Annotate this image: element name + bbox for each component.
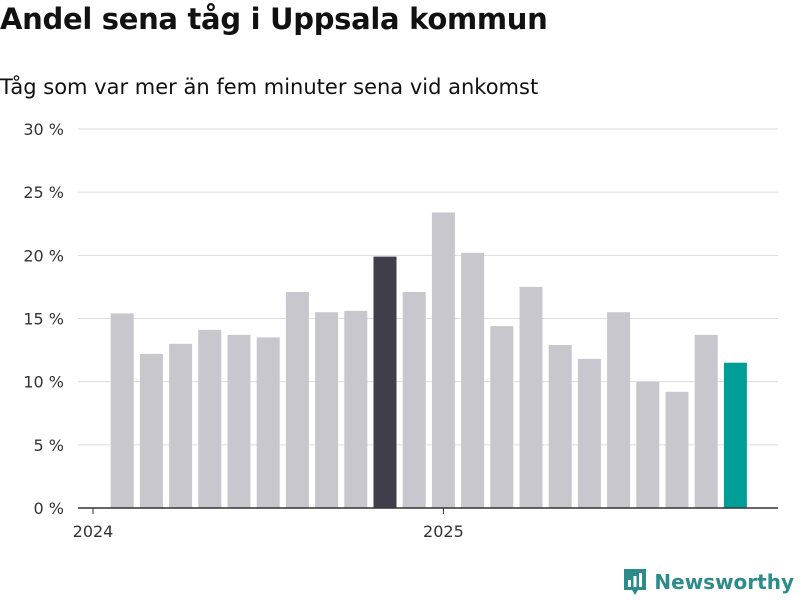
bar-2025-09 — [665, 391, 689, 508]
newsworthy-logo-icon — [624, 569, 647, 595]
y-tick-label: 25 % — [23, 183, 64, 202]
bar-2024-08 — [285, 292, 309, 508]
y-tick-label: 20 % — [23, 246, 64, 265]
brand-name: Newsworthy — [654, 570, 794, 594]
bar-2024-03 — [139, 353, 163, 508]
bar-2024-04 — [169, 343, 193, 508]
bar-2024-12 — [402, 292, 426, 508]
bar-2024-11 — [373, 256, 397, 508]
bar-2024-09 — [315, 312, 339, 508]
bar-2024-06 — [227, 334, 251, 508]
chart-subtitle: Tåg som var mer än fem minuter sena vid … — [0, 75, 539, 99]
bar-2025-07 — [607, 312, 631, 508]
brand-logo: Newsworthy — [622, 567, 794, 597]
bar-2024-07 — [256, 337, 280, 508]
grid-lines — [78, 128, 778, 446]
bar-2025-04 — [519, 286, 543, 508]
bar-2024-10 — [344, 310, 368, 508]
bar-2025-06 — [577, 358, 601, 508]
chart-title: Andel sena tåg i Uppsala kommun — [0, 2, 548, 36]
bar-2024-02 — [110, 313, 134, 508]
bar-2025-02 — [461, 252, 485, 508]
bar-2025-08 — [636, 381, 660, 508]
y-tick-label: 15 % — [23, 310, 64, 329]
bar-2024-05 — [198, 329, 222, 508]
bar-2025-10 — [694, 334, 718, 508]
bar-2025-05 — [548, 345, 572, 508]
bar-chart: 0 % 5 % 10 % 15 % 20 % 25 % 30 % 2024 2025 — [23, 120, 778, 541]
y-tick-label: 10 % — [23, 373, 64, 392]
bar-2025-01 — [431, 212, 455, 508]
x-tick-label: 2025 — [423, 522, 464, 541]
y-tick-label: 5 % — [34, 436, 64, 455]
y-tick-label: 30 % — [23, 120, 64, 139]
y-tick-label: 0 % — [34, 499, 64, 518]
bars — [110, 212, 747, 508]
bar-2025-11 — [723, 362, 747, 508]
axes: 0 % 5 % 10 % 15 % 20 % 25 % 30 % 2024 2025 — [23, 120, 778, 541]
x-tick-label: 2024 — [73, 522, 114, 541]
bar-2025-03 — [490, 326, 514, 508]
